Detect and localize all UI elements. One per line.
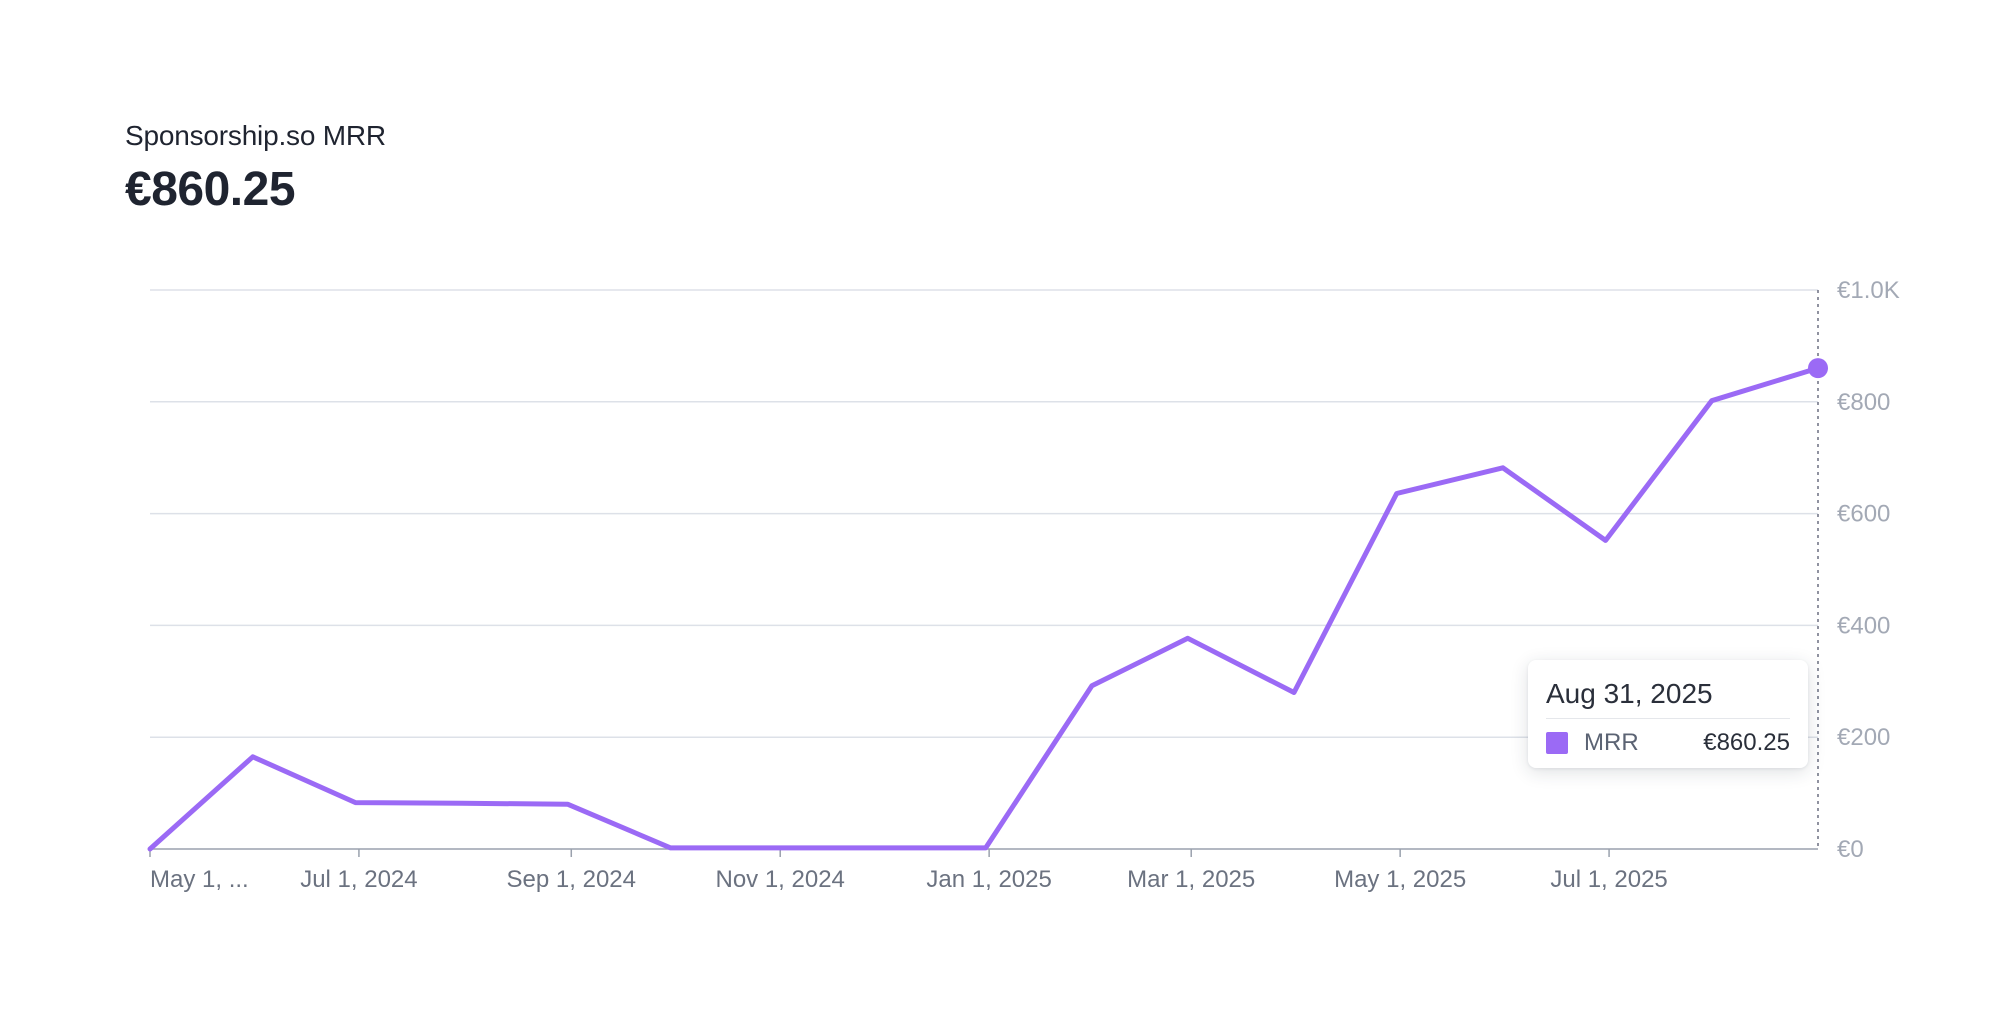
tooltip-series-name: MRR xyxy=(1584,729,1639,756)
x-tick-label: Mar 1, 2025 xyxy=(1127,866,1255,893)
x-tick-label: Jan 1, 2025 xyxy=(926,866,1051,893)
y-tick-label: €400 xyxy=(1837,612,1890,639)
y-tick-label: €200 xyxy=(1837,724,1890,751)
legend-swatch-icon xyxy=(1546,732,1568,754)
series-line-mrr xyxy=(147,365,1821,852)
hover-marker xyxy=(1808,290,1828,849)
x-tick-label: Sep 1, 2024 xyxy=(507,866,636,893)
y-tick-label: €1.0K xyxy=(1837,277,1900,304)
x-axis: May 1, ... Jul 1, 2024 Sep 1, 2024 Nov 1, 2… xyxy=(149,849,1668,893)
y-tick-label: €800 xyxy=(1837,389,1890,416)
x-tick-label: Jul 1, 2025 xyxy=(1550,866,1667,893)
y-tick-label: €0 xyxy=(1837,836,1864,863)
x-tick-label: Nov 1, 2024 xyxy=(715,866,844,893)
tooltip-row: MRR €860.25 xyxy=(1546,729,1790,757)
highlight-point[interactable] xyxy=(1808,358,1828,379)
x-tick-label: Jul 1, 2024 xyxy=(300,866,417,893)
x-tick-label: May 1, ... xyxy=(150,866,249,893)
chart-tooltip: Aug 31, 2025 MRR €860.25 xyxy=(1528,660,1808,768)
tooltip-series-value: €860.25 xyxy=(1703,729,1790,756)
chart-current-value: €860.25 xyxy=(125,163,296,216)
y-axis-labels: €0 €200 €400 €600 €800 €1.0K xyxy=(1837,277,1900,863)
y-tick-label: €600 xyxy=(1837,501,1890,528)
chart-title: Sponsorship.so MRR xyxy=(125,120,386,151)
x-tick-label: May 1, 2025 xyxy=(1334,866,1466,893)
series-mrr xyxy=(147,365,1821,852)
tooltip-date: Aug 31, 2025 xyxy=(1546,678,1790,719)
